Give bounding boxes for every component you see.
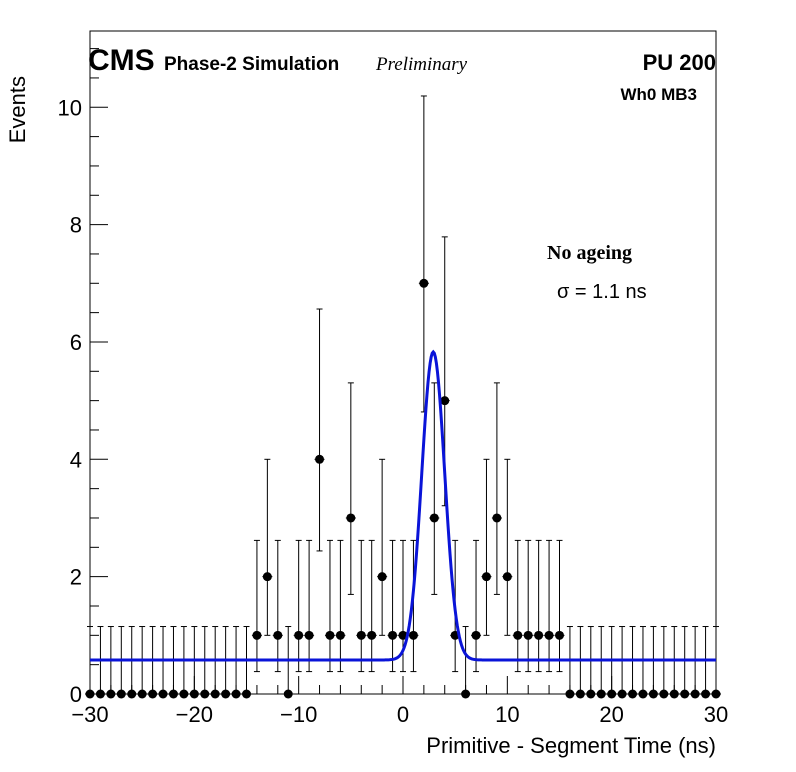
data-point [324, 539, 335, 673]
data-point [168, 626, 179, 699]
data-point [533, 539, 544, 673]
y-tick-label: 10 [58, 95, 82, 120]
data-point [460, 626, 471, 699]
data-point [356, 539, 367, 673]
data-point [575, 626, 586, 699]
data-point [408, 539, 419, 673]
data-point [147, 626, 158, 699]
data-point [481, 458, 492, 636]
data-point [304, 539, 315, 673]
data-point [606, 626, 617, 699]
data-point [418, 95, 429, 413]
x-tick-label: −30 [71, 702, 108, 727]
data-point [648, 626, 659, 699]
data-point [262, 458, 273, 636]
data-point [544, 539, 555, 673]
data-point [241, 626, 252, 699]
x-tick-label: 0 [397, 702, 409, 727]
data-point [711, 626, 721, 699]
data-point [105, 626, 116, 699]
x-tick-labels: −30 −20 −10 0 10 20 30 [71, 702, 728, 727]
data-point [523, 539, 534, 673]
status-label: Preliminary [375, 54, 468, 75]
data-point [491, 382, 502, 595]
resolution-annotation: σ = 1.1 ns [557, 281, 647, 303]
x-tick-label: 30 [704, 702, 728, 727]
data-point [335, 539, 346, 673]
x-axis-label: Primitive - Segment Time (ns) [426, 733, 716, 758]
y-tick-label: 0 [70, 682, 82, 707]
data-point [502, 458, 513, 636]
x-tick-label: 20 [599, 702, 623, 727]
data-point [554, 539, 565, 673]
data-point [679, 626, 690, 699]
data-point [564, 626, 575, 699]
x-tick-label: −20 [176, 702, 213, 727]
y-tick-labels: 0 2 4 6 8 10 [58, 95, 82, 707]
data-point [158, 626, 169, 699]
data-point [387, 539, 398, 673]
data-point [377, 458, 388, 636]
subtitle-label: Phase-2 Simulation [164, 54, 339, 75]
data-point [116, 626, 127, 699]
y-tick-label: 6 [70, 330, 82, 355]
y-tick-label: 4 [70, 447, 82, 472]
data-point [596, 626, 607, 699]
data-point [669, 626, 680, 699]
data-point [293, 539, 304, 673]
data-point [512, 539, 523, 673]
data-point [199, 626, 210, 699]
data-point [220, 626, 231, 699]
x-tick-label: −10 [280, 702, 317, 727]
data-point [366, 539, 377, 673]
data-point [617, 626, 628, 699]
data-point [178, 626, 189, 699]
data-point [251, 539, 262, 673]
data-point [690, 626, 701, 699]
data-point [637, 626, 648, 699]
y-tick-label: 2 [70, 565, 82, 590]
y-axis-label: Events [5, 76, 30, 143]
data-point [429, 382, 440, 595]
data-point [95, 626, 106, 699]
region-label: Wh0 MB3 [621, 85, 698, 104]
data-point [700, 626, 711, 699]
data-point [126, 626, 137, 699]
data-point [345, 382, 356, 595]
y-tick-label: 8 [70, 213, 82, 238]
cms-label: CMS [88, 44, 155, 77]
fit-curve [90, 349, 716, 662]
data-point [137, 626, 148, 699]
data-point [314, 308, 325, 552]
data-point [210, 626, 221, 699]
data-point [85, 626, 95, 699]
fit-curve-layer [90, 349, 716, 662]
pileup-label: PU 200 [643, 50, 716, 75]
data-point [585, 626, 596, 699]
data-point [658, 626, 669, 699]
data-point [189, 626, 200, 699]
data-point [272, 539, 283, 673]
data-point [283, 626, 294, 699]
data-point [231, 626, 242, 699]
data-point [627, 626, 638, 699]
condition-annotation: No ageing [547, 242, 632, 264]
x-tick-label: 10 [495, 702, 519, 727]
data-points [85, 95, 721, 699]
data-point [471, 539, 482, 673]
